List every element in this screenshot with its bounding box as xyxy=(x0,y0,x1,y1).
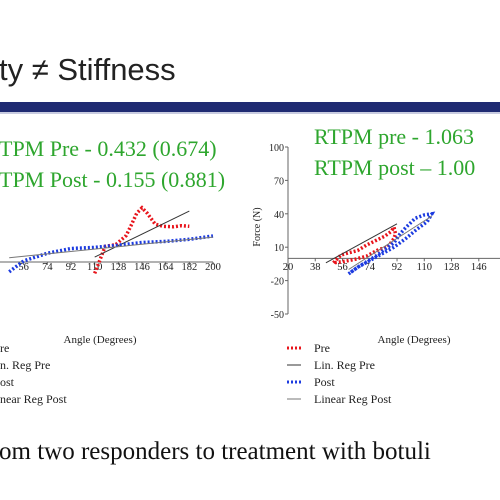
chart2-series-dotted-blue xyxy=(347,211,436,276)
chart1-legend-label: n. Reg Pre xyxy=(0,358,50,372)
chart1-x-tick-label: 110 xyxy=(87,262,102,273)
chart2-y-tick-label: 100 xyxy=(269,143,284,154)
chart2-series-dotted-red xyxy=(332,222,398,265)
title-divider-line xyxy=(0,112,500,114)
chart1-x-tick-label: 92 xyxy=(66,262,77,273)
chart2-x-tick-label: 92 xyxy=(392,262,403,273)
chart2-x-tick-label: 110 xyxy=(417,262,432,273)
chart2-y-tick-label: 40 xyxy=(274,210,284,221)
chart2-legend-label: Linear Reg Post xyxy=(314,392,392,406)
chart2-series-line-dark xyxy=(325,223,398,264)
slide-caption: om two responders to treatment with botu… xyxy=(0,438,431,465)
chart2-x-axis-label: Angle (Degrees) xyxy=(378,334,451,346)
chart2-x-tick-label: 38 xyxy=(310,262,321,273)
chart2-legend-label: Pre xyxy=(314,341,330,355)
slide-title: ty ≠ Stiffness xyxy=(0,52,176,87)
chart2-y-tick-label: 10 xyxy=(274,243,284,254)
chart2-y-tick-label: -20 xyxy=(271,277,284,288)
chart2-series-line-gray xyxy=(348,215,433,270)
chart2-y-tick-label: -50 xyxy=(271,310,284,321)
left-chart-stat-pre: TPM Pre - 0.432 (0.674) xyxy=(0,136,217,161)
title-divider-bar xyxy=(0,102,500,112)
chart2-x-tick-label: 74 xyxy=(365,262,376,273)
chart1-x-tick-label: 200 xyxy=(205,262,221,273)
chart2-legend-label: Post xyxy=(314,375,335,389)
chart1-x-tick-label: 74 xyxy=(42,262,53,273)
chart1-x-tick-label: 56 xyxy=(18,262,29,273)
chart1-series-dotted-red xyxy=(93,205,190,275)
chart1-x-tick-label: 128 xyxy=(110,262,126,273)
chart1-x-tick-label: 146 xyxy=(134,262,150,273)
chart1-x-tick-label: 182 xyxy=(181,262,197,273)
chart2-legend-label: Lin. Reg Pre xyxy=(314,358,375,372)
chart2-x-tick-label: 146 xyxy=(471,262,487,273)
chart1-series-line-dark xyxy=(94,210,190,258)
chart1-x-tick-label: 164 xyxy=(158,262,175,273)
chart1-legend-label: re xyxy=(0,341,9,355)
left-chart-stat-post: TPM Post - 0.155 (0.881) xyxy=(0,167,226,192)
right-chart-stat-pre: RTPM pre - 1.063 xyxy=(314,124,475,149)
chart1-x-axis-label: Angle (Degrees) xyxy=(64,334,137,346)
chart1-legend-label: ost xyxy=(0,375,15,389)
chart1-legend-label: near Reg Post xyxy=(0,392,67,406)
chart2-x-tick-label: 128 xyxy=(444,262,460,273)
chart2-x-tick-label: 56 xyxy=(337,262,348,273)
chart2-y-axis-label: Force (N) xyxy=(252,207,263,246)
chart1-series-line-gray xyxy=(9,236,214,259)
chart2-x-tick-label: 20 xyxy=(283,262,294,273)
right-chart-stat-post: RTPM post – 1.00 xyxy=(314,155,476,180)
chart2-y-tick-label: 70 xyxy=(274,176,284,187)
